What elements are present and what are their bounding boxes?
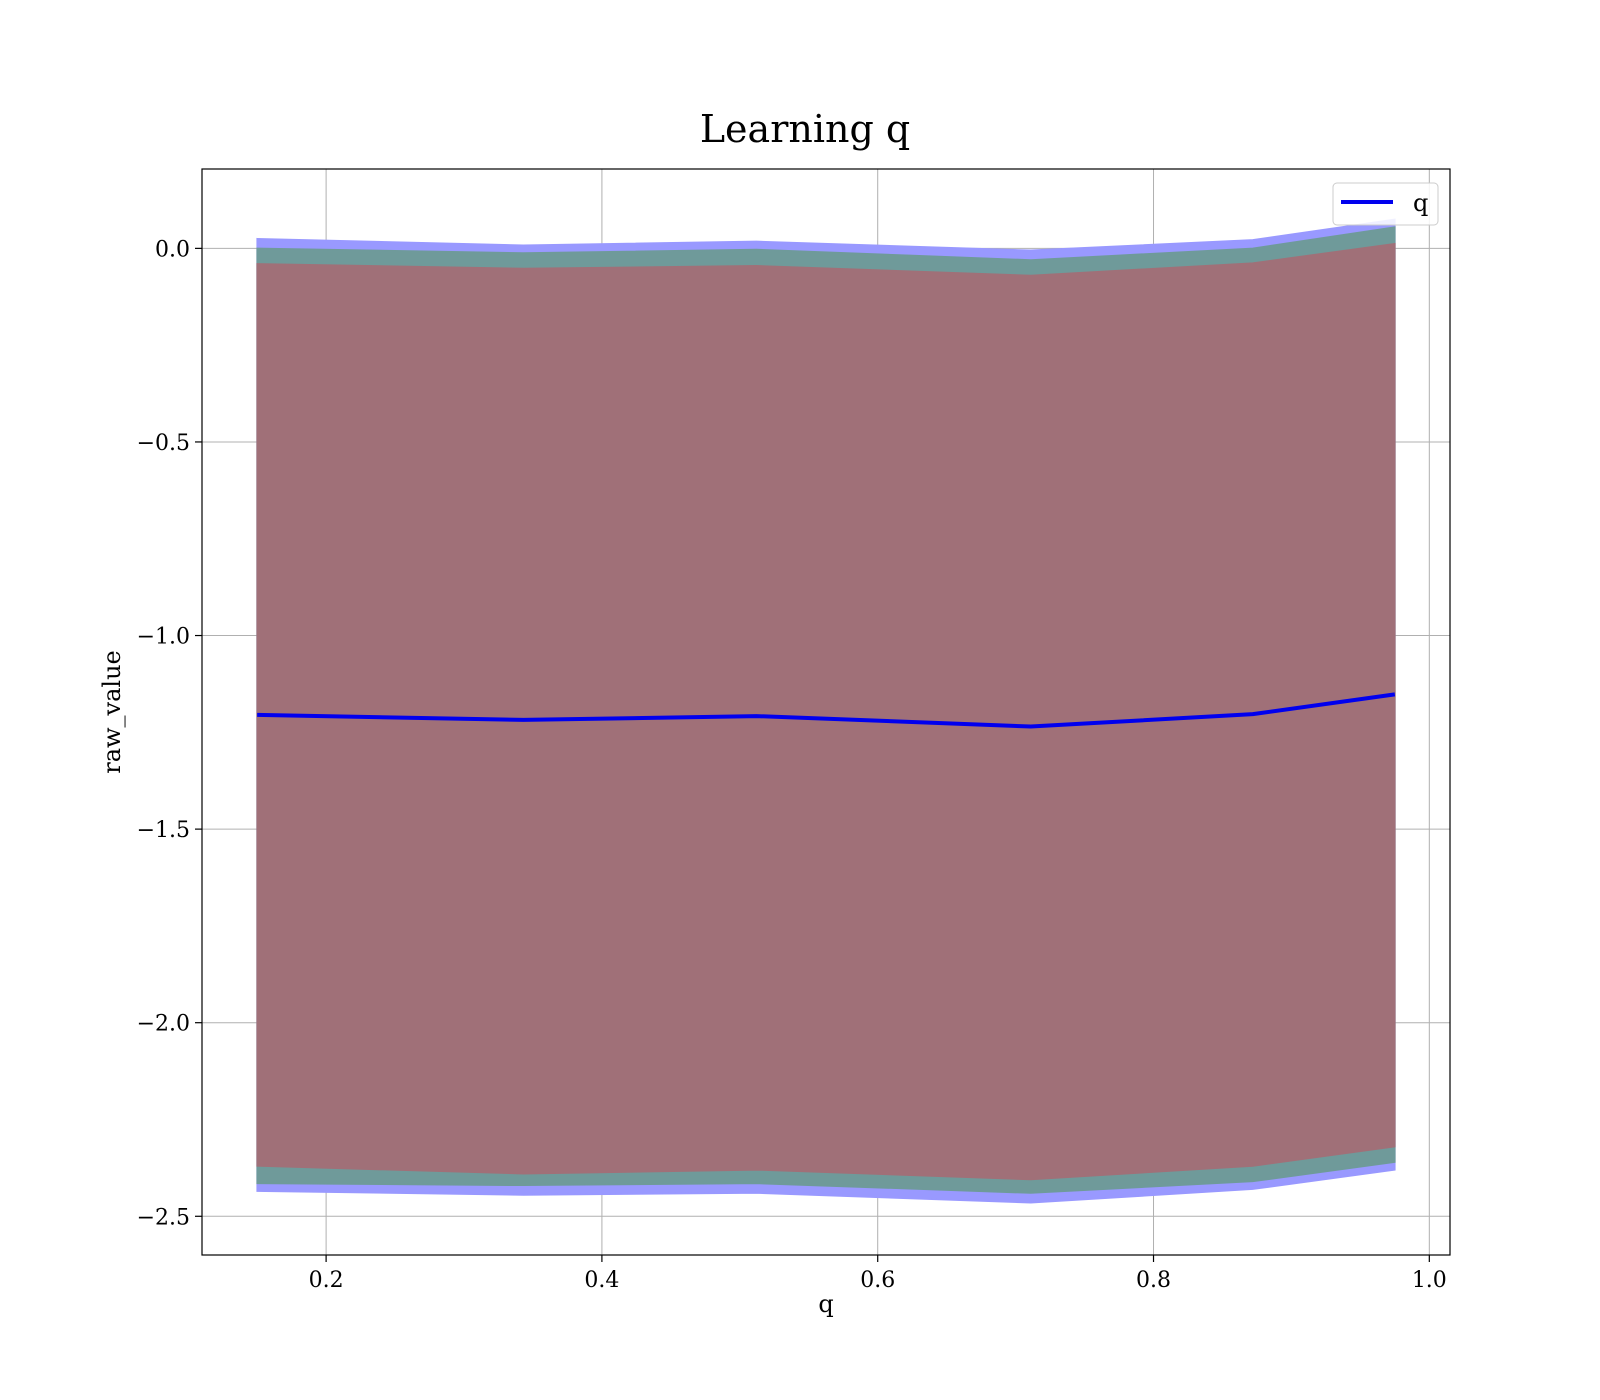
y-tick-label: −2.0 — [137, 1012, 190, 1037]
x-tick-label: 0.2 — [309, 1268, 344, 1293]
chart-title: Learning q — [700, 107, 910, 151]
y-tick-label: −1.5 — [137, 818, 190, 843]
plot-frame — [201, 168, 1451, 1256]
y-tick-label: −0.5 — [137, 431, 190, 456]
confidence-band-3 — [256, 242, 1396, 1181]
x-tick-label: 0.8 — [1136, 1268, 1171, 1293]
x-axis-ticks: 0.2 0.4 0.6 0.8 1.0 — [309, 1255, 1447, 1293]
x-tick-label: 0.6 — [860, 1268, 895, 1293]
legend-label-q: q — [1413, 189, 1428, 217]
bands — [256, 218, 1396, 1204]
legend: q — [1332, 182, 1439, 226]
y-tick-label: 0.0 — [155, 237, 190, 262]
x-tick-label: 0.4 — [584, 1268, 619, 1293]
y-tick-label: −1.0 — [137, 625, 190, 650]
series-lines — [257, 692, 1396, 729]
x-axis-label: q — [818, 1290, 833, 1318]
series-line-q — [257, 692, 1396, 729]
y-axis-label: raw_value — [98, 650, 126, 774]
y-axis-ticks: 0.0 −0.5 −1.0 −1.5 −2.0 −2.5 — [137, 237, 202, 1230]
y-tick-label: −2.5 — [137, 1205, 190, 1230]
x-tick-label: 1.0 — [1412, 1268, 1447, 1293]
